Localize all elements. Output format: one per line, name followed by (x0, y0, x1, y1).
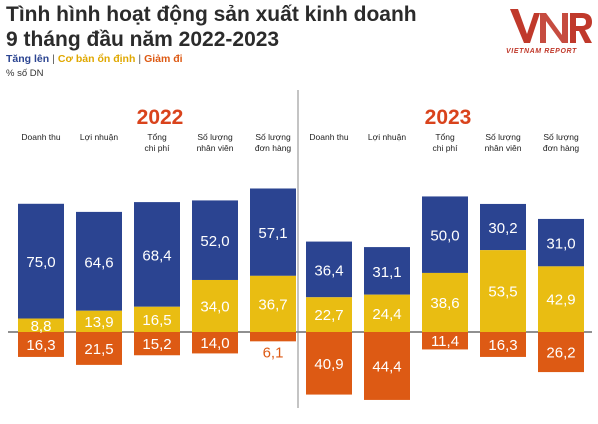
bar-decrease (18, 332, 64, 357)
category-label: Doanh thu (21, 132, 60, 142)
bar-increase (76, 211, 122, 311)
data-label-stable: 16,5 (142, 312, 171, 329)
bar-stable (480, 250, 526, 332)
logo-subtitle: VIETNAM REPORT (506, 48, 577, 55)
data-label-decrease: 21,5 (84, 341, 113, 358)
data-label-decrease: 6,1 (263, 344, 284, 361)
category-label: chi phí (144, 143, 170, 153)
bar-decrease (192, 332, 238, 354)
bar-decrease (134, 332, 180, 356)
data-label-decrease: 40,9 (314, 356, 343, 373)
vnr-logo (510, 9, 592, 43)
chart-title-line-2: 9 tháng đầu năm 2022-2023 (6, 28, 280, 51)
bar-increase (192, 200, 238, 280)
legend-increase: Tăng lên (6, 53, 50, 65)
legend-decrease: Giảm đi (144, 53, 183, 65)
category-label: Tổng (435, 132, 455, 142)
category-label: chi phí (432, 143, 458, 153)
bar-increase (306, 241, 352, 298)
data-label-increase: 31,1 (372, 264, 401, 281)
bar-stable (76, 310, 122, 332)
bar-decrease (480, 332, 526, 357)
data-label-stable: 36,7 (258, 296, 287, 313)
unit-label: % số DN (6, 68, 44, 79)
bar-decrease (538, 332, 584, 373)
bar-increase (134, 202, 180, 307)
bar-increase (364, 247, 410, 295)
data-label-decrease: 16,3 (488, 337, 517, 354)
chart-title: Tình hình hoạt động sản xuất kinh doanh … (6, 2, 417, 52)
category-label: đơn hàng (543, 143, 580, 153)
bar-stable (364, 294, 410, 332)
bar-stable (134, 306, 180, 332)
category-label: Số lượng (485, 132, 521, 142)
data-label-increase: 36,4 (314, 262, 343, 279)
data-label-decrease: 11,4 (431, 333, 459, 350)
category-label: Tổng (147, 132, 167, 142)
data-label-stable: 8,8 (31, 318, 52, 335)
data-label-increase: 75,0 (26, 254, 55, 271)
category-label: Số lượng (543, 132, 579, 142)
bar-decrease (306, 332, 352, 395)
data-label-increase: 68,4 (142, 247, 171, 264)
legend-stable: Cơ bản ổn định (57, 53, 136, 65)
data-label-stable: 13,9 (84, 314, 113, 331)
bar-stable (538, 266, 584, 332)
bar-decrease (76, 332, 122, 365)
data-label-increase: 30,2 (488, 220, 517, 237)
data-label-decrease: 15,2 (142, 336, 171, 353)
bar-stable (306, 297, 352, 332)
bar-increase (18, 203, 64, 319)
data-label-decrease: 44,4 (372, 358, 401, 375)
bar-stable (192, 279, 238, 332)
data-label-decrease: 14,0 (200, 335, 229, 352)
year-heading-2023: 2023 (425, 106, 472, 129)
category-label: nhân viên (197, 143, 234, 153)
category-label: Số lượng (255, 132, 291, 142)
bar-increase (538, 218, 584, 267)
bar-increase (250, 188, 296, 276)
bar-increase (480, 203, 526, 251)
category-label: nhân viên (485, 143, 522, 153)
legend: Tăng lên | Cơ bản ổn định | Giảm đi (6, 53, 183, 65)
data-label-decrease: 26,2 (546, 345, 575, 362)
data-label-increase: 52,0 (200, 233, 229, 250)
bar-decrease (250, 332, 296, 342)
data-label-stable: 38,6 (430, 295, 459, 312)
category-label: Lợi nhuận (368, 132, 406, 142)
year-heading-2022: 2022 (137, 106, 184, 129)
bar-decrease (364, 332, 410, 400)
data-label-increase: 50,0 (430, 228, 459, 245)
data-label-stable: 53,5 (488, 284, 517, 301)
category-label: Số lượng (197, 132, 233, 142)
data-label-stable: 22,7 (314, 307, 343, 324)
data-label-stable: 24,4 (372, 306, 401, 323)
category-label: Doanh thu (309, 132, 348, 142)
bar-stable (250, 275, 296, 332)
category-label: Lợi nhuận (80, 132, 118, 142)
data-label-increase: 31,0 (546, 236, 575, 253)
category-label: đơn hàng (255, 143, 292, 153)
data-label-stable: 34,0 (200, 298, 229, 315)
data-label-decrease: 16,3 (26, 337, 55, 354)
data-label-stable: 42,9 (546, 292, 575, 309)
bar-decrease (422, 332, 468, 350)
legend-separator: | (52, 53, 55, 65)
legend-separator: | (138, 53, 142, 65)
data-label-increase: 64,6 (84, 254, 113, 271)
data-label-increase: 57,1 (258, 225, 287, 242)
chart-title-line-1: Tình hình hoạt động sản xuất kinh doanh (6, 3, 417, 26)
bar-stable (422, 272, 468, 332)
bar-stable (18, 318, 64, 332)
bar-increase (422, 196, 468, 273)
